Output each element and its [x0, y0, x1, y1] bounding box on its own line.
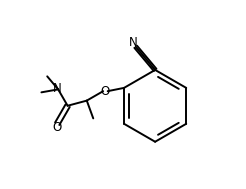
Text: N: N: [128, 36, 137, 50]
Text: O: O: [52, 121, 62, 134]
Text: N: N: [53, 82, 62, 95]
Text: O: O: [101, 85, 110, 98]
